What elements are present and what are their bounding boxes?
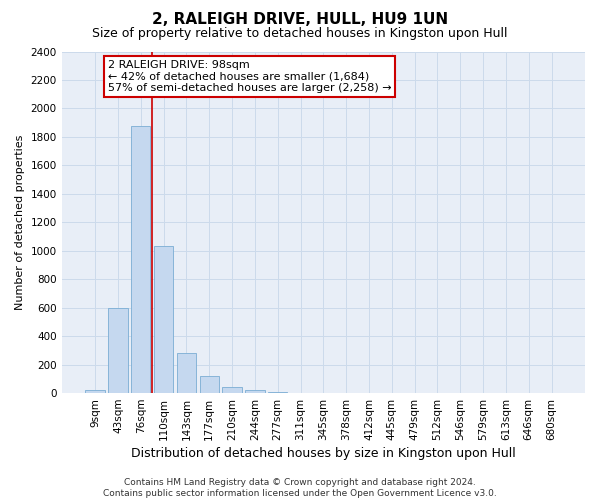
Bar [131, 126, 151, 393]
Bar [268, 392, 287, 393]
Bar [177, 353, 196, 393]
Bar [223, 386, 242, 393]
Bar [245, 390, 265, 393]
Y-axis label: Number of detached properties: Number of detached properties [15, 134, 25, 310]
Bar [200, 376, 219, 393]
Bar [154, 246, 173, 393]
X-axis label: Distribution of detached houses by size in Kingston upon Hull: Distribution of detached houses by size … [131, 447, 516, 460]
Text: 2 RALEIGH DRIVE: 98sqm
← 42% of detached houses are smaller (1,684)
57% of semi-: 2 RALEIGH DRIVE: 98sqm ← 42% of detached… [108, 60, 391, 93]
Text: Contains HM Land Registry data © Crown copyright and database right 2024.
Contai: Contains HM Land Registry data © Crown c… [103, 478, 497, 498]
Bar [108, 308, 128, 393]
Bar [85, 390, 105, 393]
Text: 2, RALEIGH DRIVE, HULL, HU9 1UN: 2, RALEIGH DRIVE, HULL, HU9 1UN [152, 12, 448, 28]
Text: Size of property relative to detached houses in Kingston upon Hull: Size of property relative to detached ho… [92, 28, 508, 40]
